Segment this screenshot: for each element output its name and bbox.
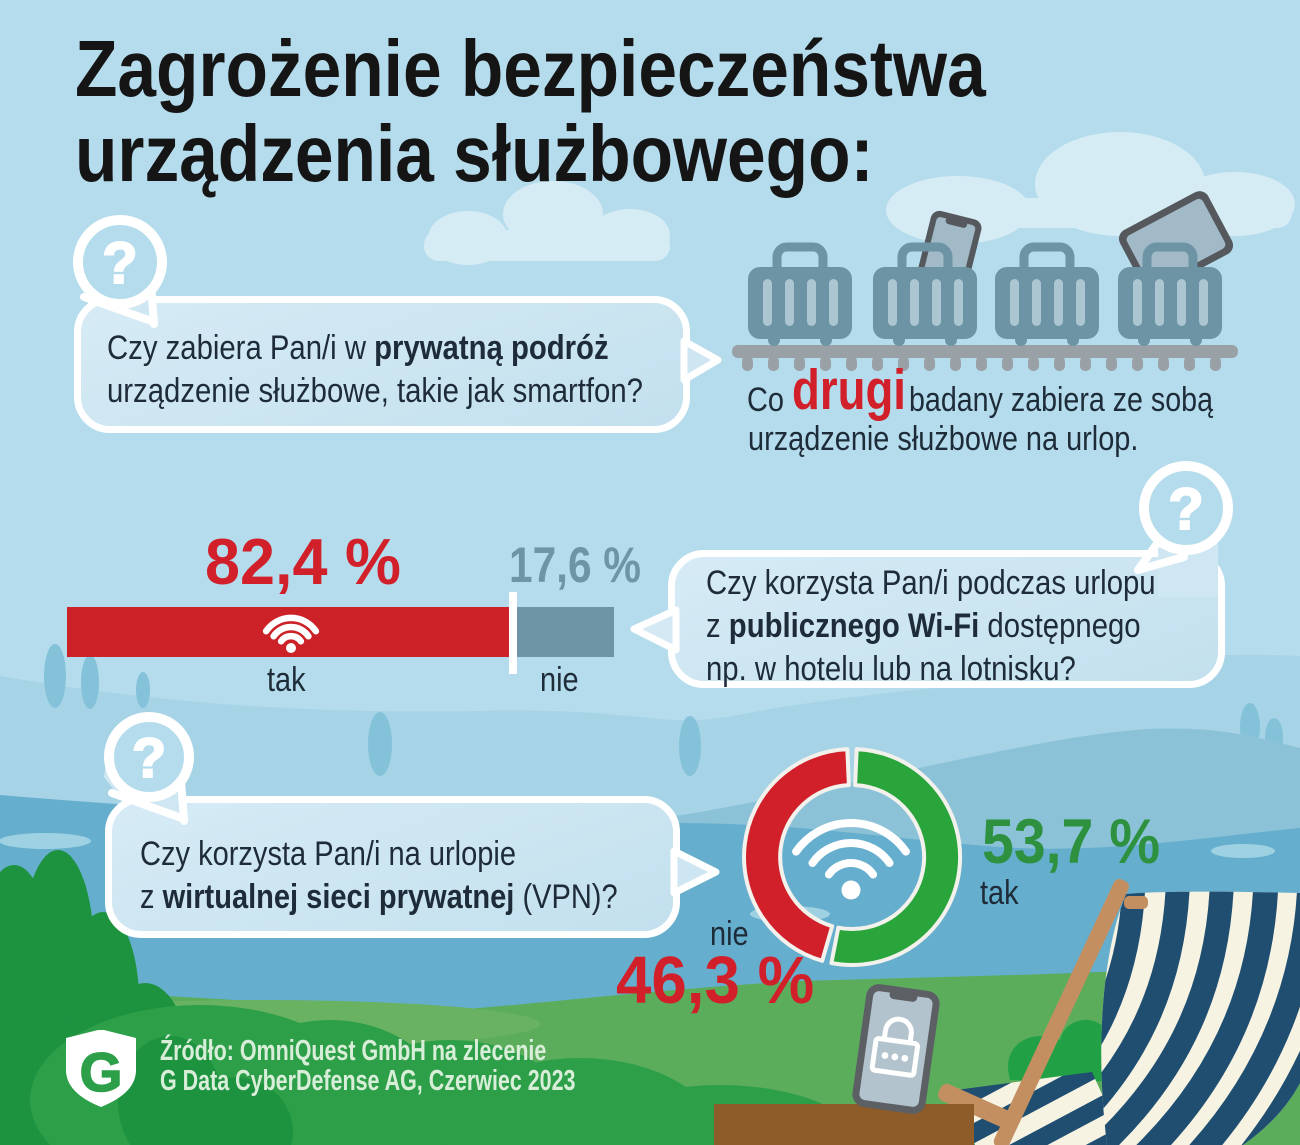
- svg-text:G: G: [80, 1041, 123, 1103]
